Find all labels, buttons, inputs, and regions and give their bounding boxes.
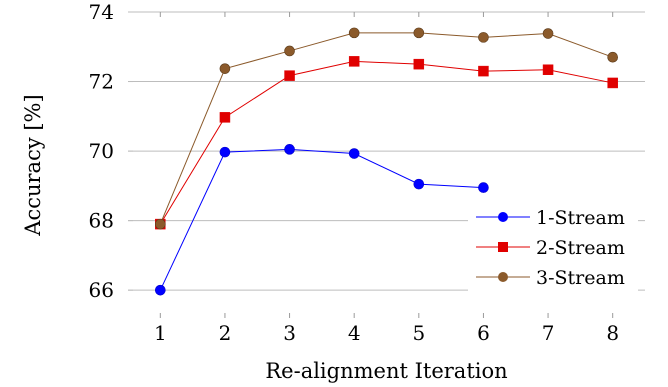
x-tick-label: 7 xyxy=(542,321,555,345)
data-point-3-Stream-6 xyxy=(478,32,489,43)
y-tick-label: 66 xyxy=(89,278,114,302)
series-line-2-Stream xyxy=(159,60,613,225)
gridlines xyxy=(128,11,645,318)
data-point-1-Stream-2 xyxy=(219,146,231,158)
data-point-2-Stream-6 xyxy=(478,65,489,77)
data-point-3-Stream-1 xyxy=(155,218,166,230)
x-axis-label: Re-alignment Iteration xyxy=(265,359,507,383)
data-point-2-Stream-4 xyxy=(348,56,360,67)
data-point-3-Stream-8 xyxy=(607,51,618,63)
series-line-3-Stream xyxy=(159,32,613,225)
data-point-2-Stream-7 xyxy=(542,64,554,75)
y-tick-label: 74 xyxy=(89,0,114,24)
y-tick-label: 70 xyxy=(89,139,114,163)
x-tick-label: 3 xyxy=(283,321,296,345)
legend-marker-3-Stream xyxy=(498,272,508,282)
legend-marker-2-Stream xyxy=(498,242,508,252)
x-tick-label: 5 xyxy=(412,321,425,345)
x-tick-label: 1 xyxy=(154,321,167,345)
y-axis-label: Accuracy [%] xyxy=(21,94,45,236)
data-point-3-Stream-7 xyxy=(542,28,554,39)
data-point-2-Stream-5 xyxy=(413,58,425,70)
legend-label: 3-Stream xyxy=(536,267,625,289)
data-point-3-Stream-4 xyxy=(348,27,360,39)
y-tick-label: 68 xyxy=(89,209,114,233)
data-point-1-Stream-3 xyxy=(284,144,295,155)
data-point-2-Stream-2 xyxy=(219,112,231,123)
data-point-3-Stream-3 xyxy=(284,45,295,57)
data-point-1-Stream-5 xyxy=(413,178,425,190)
data-point-1-Stream-1 xyxy=(155,284,166,296)
x-axis-ticks: 1 2 3 4 5 6 7 8 xyxy=(154,321,619,345)
legend-marker-1-Stream xyxy=(498,212,508,222)
legend-label: 2-Stream xyxy=(536,237,625,259)
legend-label: 1-Stream xyxy=(536,207,625,229)
y-tick-label: 72 xyxy=(89,70,114,94)
data-point-3-Stream-5 xyxy=(413,27,425,39)
x-tick-label: 8 xyxy=(606,321,619,345)
x-tick-label: 4 xyxy=(348,321,361,345)
data-point-2-Stream-8 xyxy=(607,77,618,89)
series-line-1-Stream xyxy=(159,148,484,291)
x-tick-label: 6 xyxy=(477,321,490,345)
data-point-3-Stream-2 xyxy=(219,63,231,74)
legend: 1-Stream 2-Stream 3-Stream xyxy=(476,207,625,289)
x-tick-label: 2 xyxy=(219,321,232,345)
data-point-1-Stream-6 xyxy=(478,182,489,193)
data-series xyxy=(155,27,618,296)
data-point-1-Stream-4 xyxy=(348,148,360,159)
data-point-2-Stream-3 xyxy=(284,70,295,81)
y-axis-ticks: 66 68 70 72 74 xyxy=(89,0,114,302)
